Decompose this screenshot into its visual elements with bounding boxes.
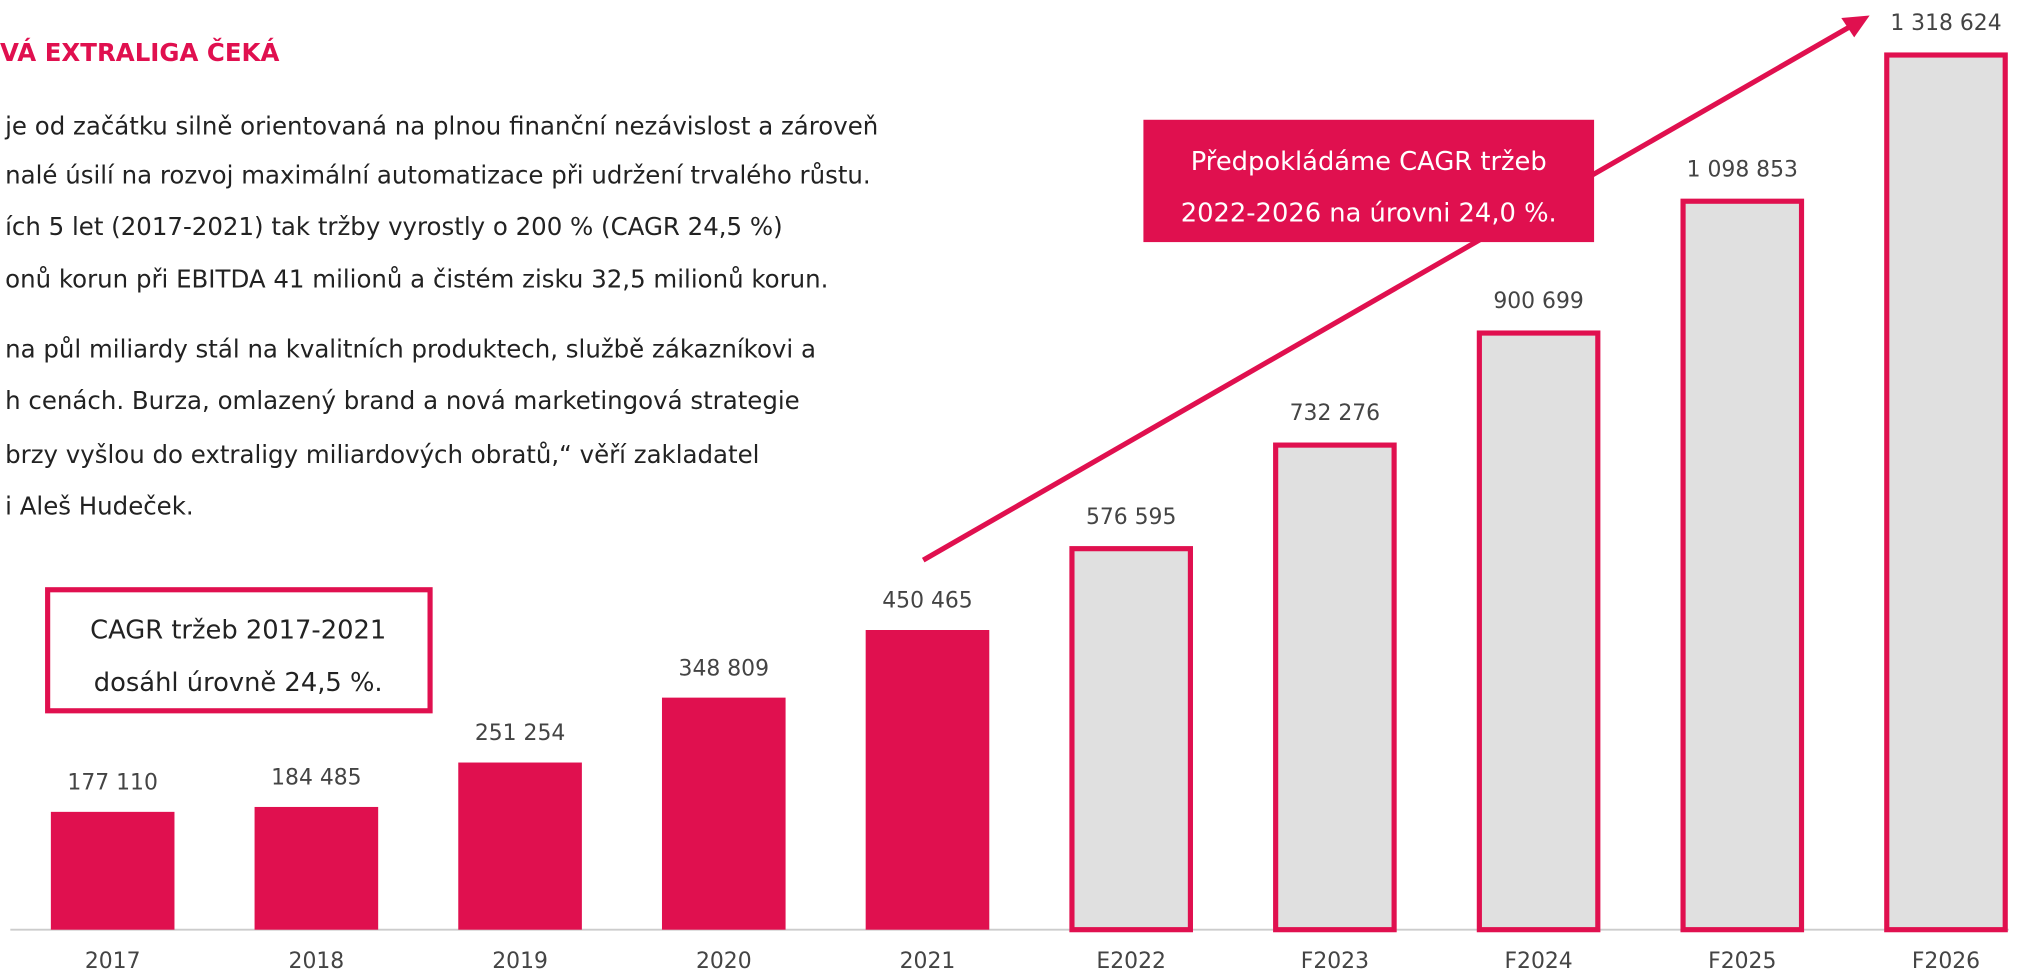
heading: VÁ EXTRALIGA ČEKÁ [0, 37, 279, 67]
x-tick-label: E2022 [1096, 949, 1165, 974]
value-label: 184 485 [271, 766, 361, 791]
bar [50, 811, 175, 930]
bar [1069, 546, 1193, 933]
paragraph-line: i Aleš Hudeček. [5, 491, 194, 520]
trend-arrow [921, 23, 1853, 563]
x-tick-label: 2020 [696, 949, 752, 974]
x-tick-label: F2026 [1912, 949, 1980, 974]
value-label: 251 254 [475, 721, 565, 746]
value-label: 348 809 [679, 656, 769, 681]
annotation-text: 2022-2026 na úrovni 24,0 %. [1181, 198, 1557, 228]
value-label: 732 276 [1290, 401, 1380, 426]
paragraph-line: onů korun při EBITDA 41 milionů a čistém… [5, 265, 828, 294]
value-label: 1 318 624 [1890, 11, 2001, 36]
value-label: 900 699 [1493, 289, 1583, 314]
annotation-text: CAGR tržeb 2017-2021 [90, 615, 386, 645]
bar [254, 806, 379, 930]
paragraph-line: je od začátku silně orientovaná na plnou… [4, 111, 878, 140]
x-tick-label: 2019 [492, 949, 548, 974]
x-tick-label: 2018 [289, 949, 345, 974]
bar [1273, 442, 1397, 933]
value-label: 450 465 [882, 589, 972, 614]
bar [865, 630, 990, 930]
x-tick-label: F2024 [1504, 949, 1572, 974]
value-label: 1 098 853 [1687, 157, 1798, 182]
x-tick-label: 2021 [900, 949, 956, 974]
annotation-box [45, 587, 433, 714]
annotation-text: Předpokládáme CAGR tržeb [1191, 147, 1547, 177]
x-tick-label: F2025 [1708, 949, 1776, 974]
value-label: 576 595 [1086, 505, 1176, 530]
paragraph-line: ích 5 let (2017-2021) tak tržby vyrostly… [5, 212, 783, 241]
x-tick-label: F2023 [1301, 949, 1369, 974]
paragraph-line: na půl miliardy stál na kvalitních produ… [5, 334, 816, 363]
bar [1884, 52, 2008, 933]
bar [458, 762, 582, 930]
value-label: 177 110 [67, 771, 157, 796]
annotation-text: dosáhl úrovně 24,5 %. [94, 668, 383, 698]
bar [661, 697, 786, 930]
paragraph-line: nalé úsilí na rozvoj maximální automatiz… [5, 160, 871, 189]
x-tick-label: 2017 [85, 949, 141, 974]
paragraph-line: brzy vyšlou do extraligy miliardových ob… [5, 440, 759, 469]
arrow-head [1841, 15, 1870, 38]
bar [1680, 198, 1805, 933]
paragraph-line: h cenách. Burza, omlazený brand a nová m… [5, 386, 800, 415]
annotation-box [1143, 119, 1595, 243]
bar [1476, 330, 1601, 933]
